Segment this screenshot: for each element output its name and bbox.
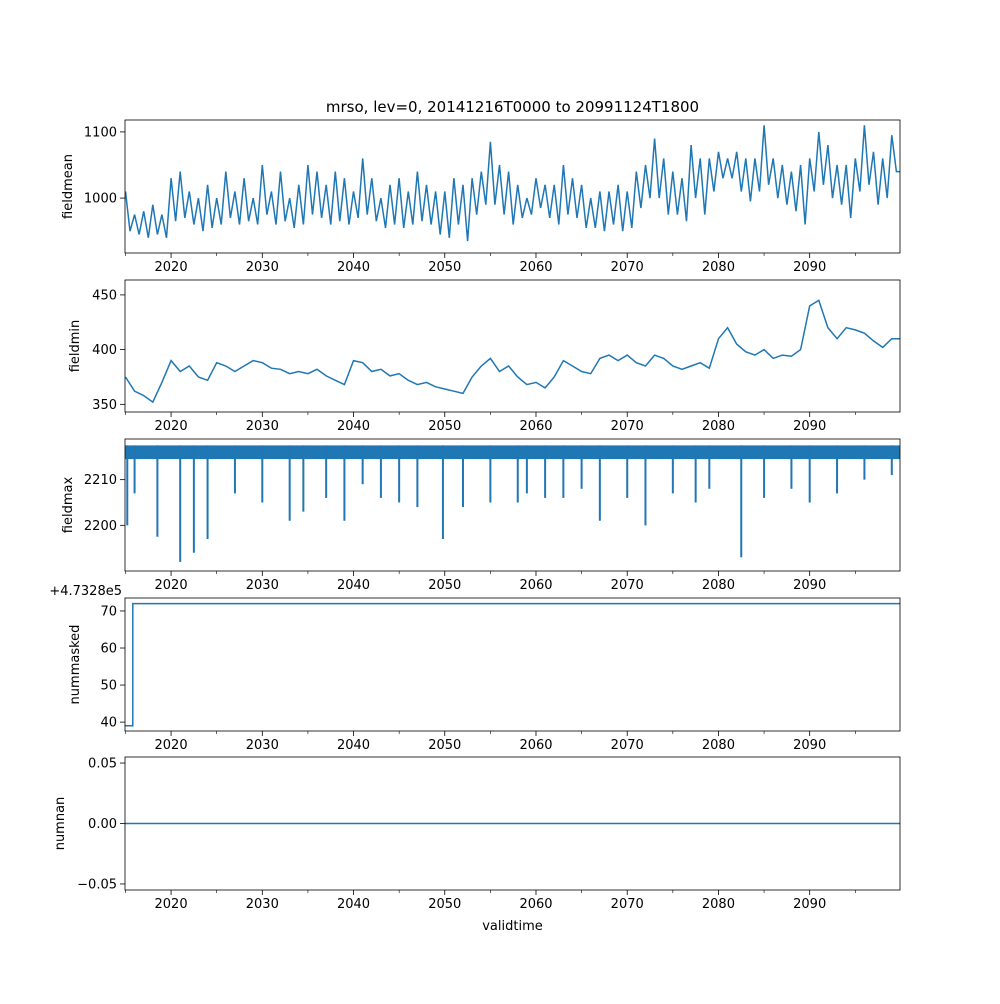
- x-tick-label: 2070: [611, 260, 644, 275]
- x-tick-label: 2070: [611, 419, 644, 434]
- y-tick-label: 0.00: [88, 817, 117, 832]
- series-group: [125, 299, 900, 404]
- x-tick-label: 2060: [519, 578, 552, 593]
- axes-frame: [124, 119, 901, 254]
- y-tick-label: 50: [100, 679, 117, 694]
- y-tick-label: 1100: [84, 125, 117, 140]
- x-tick-label: 2080: [702, 260, 735, 275]
- x-tick-label: 2050: [428, 578, 461, 593]
- x-tick-label: 2050: [428, 897, 461, 912]
- x-tick-label: 2030: [246, 897, 279, 912]
- series-group: [125, 602, 900, 727]
- x-tick-label: 2070: [611, 578, 644, 593]
- x-tick-label: 2020: [155, 260, 188, 275]
- y-tick-label: 70: [100, 604, 117, 619]
- axes-frame: [124, 597, 901, 732]
- x-tick-label: 2090: [793, 738, 826, 753]
- x-tick-label: 2030: [246, 738, 279, 753]
- x-tick-label: 2020: [155, 419, 188, 434]
- y-axis-label: nummasked: [68, 625, 83, 705]
- x-tick-label: 2050: [428, 738, 461, 753]
- chart-title: mrso, lev=0, 20141216T0000 to 20991124T1…: [326, 98, 699, 116]
- x-tick-label: 2050: [428, 419, 461, 434]
- x-tick-label: 2080: [702, 419, 735, 434]
- x-tick-label: 2060: [519, 738, 552, 753]
- series-line: [125, 602, 900, 727]
- panel-fieldmin: 2020 2030 2040 2050 2060 2070 2080 2090 350 400 45…: [68, 279, 901, 434]
- x-tick-label: 2090: [793, 578, 826, 593]
- panel-fieldmean: 2020 2030 2040 2050 2060 2070 2080 2090 1000 1100…: [61, 98, 901, 275]
- y-axis-label: numnan: [53, 797, 68, 851]
- x-tick-label: 2040: [337, 738, 370, 753]
- y-tick-label: 400: [92, 343, 117, 358]
- series-band: [125, 445, 900, 460]
- y-tick-label: 40: [100, 716, 117, 731]
- x-tick-label: 2030: [246, 578, 279, 593]
- y-tick-label: 2200: [84, 519, 117, 534]
- series-line: [125, 125, 900, 242]
- x-tick-label: 2070: [611, 897, 644, 912]
- y-tick-label: 60: [100, 642, 117, 657]
- x-tick-label: 2090: [793, 897, 826, 912]
- x-tick-label: 2040: [337, 419, 370, 434]
- offset-text: +4.7328e5: [49, 584, 122, 599]
- x-tick-label: 2040: [337, 897, 370, 912]
- y-tick-label: 2210: [84, 473, 117, 488]
- x-tick-label: 2070: [611, 738, 644, 753]
- y-axis-label: fieldmin: [68, 320, 83, 373]
- x-tick-label: 2060: [519, 419, 552, 434]
- y-tick-label: 350: [92, 398, 117, 413]
- axes-frame: [124, 438, 901, 572]
- panel-nummasked: 2020 2030 2040 2050 2060 2070 2080 2090 40 50 60 70…: [49, 584, 901, 753]
- x-tick-label: 2040: [337, 260, 370, 275]
- axes-frame: [124, 279, 901, 413]
- x-tick-label: 2090: [793, 260, 826, 275]
- series-group: [125, 445, 900, 562]
- x-tick-label: 2020: [155, 578, 188, 593]
- x-axis-label: validtime: [482, 919, 543, 934]
- x-tick-label: 2050: [428, 260, 461, 275]
- x-tick-label: 2060: [519, 260, 552, 275]
- series-line: [125, 299, 900, 404]
- x-tick-label: 2090: [793, 419, 826, 434]
- y-tick-label: 1000: [84, 192, 117, 207]
- y-tick-label: −0.05: [77, 877, 117, 892]
- y-tick-label: 0.05: [88, 757, 117, 772]
- x-tick-label: 2060: [519, 897, 552, 912]
- x-tick-label: 2080: [702, 578, 735, 593]
- x-tick-label: 2080: [702, 897, 735, 912]
- x-tick-label: 2080: [702, 738, 735, 753]
- panel-fieldmax: 2020 2030 2040 2050 2060 2070 2080 2090 2200 2210…: [61, 438, 901, 593]
- y-tick-label: 450: [92, 288, 117, 303]
- y-axis-label: fieldmean: [61, 154, 76, 219]
- x-tick-label: 2040: [337, 578, 370, 593]
- x-tick-label: 2020: [155, 897, 188, 912]
- x-tick-label: 2030: [246, 419, 279, 434]
- panel-numnan: 2020 2030 2040 2050 2060 2070 2080 2090 −0.05 0.0…: [53, 757, 901, 934]
- y-axis-label: fieldmax: [61, 477, 76, 534]
- series-group: [125, 125, 900, 242]
- x-tick-label: 2020: [155, 738, 188, 753]
- x-tick-label: 2030: [246, 260, 279, 275]
